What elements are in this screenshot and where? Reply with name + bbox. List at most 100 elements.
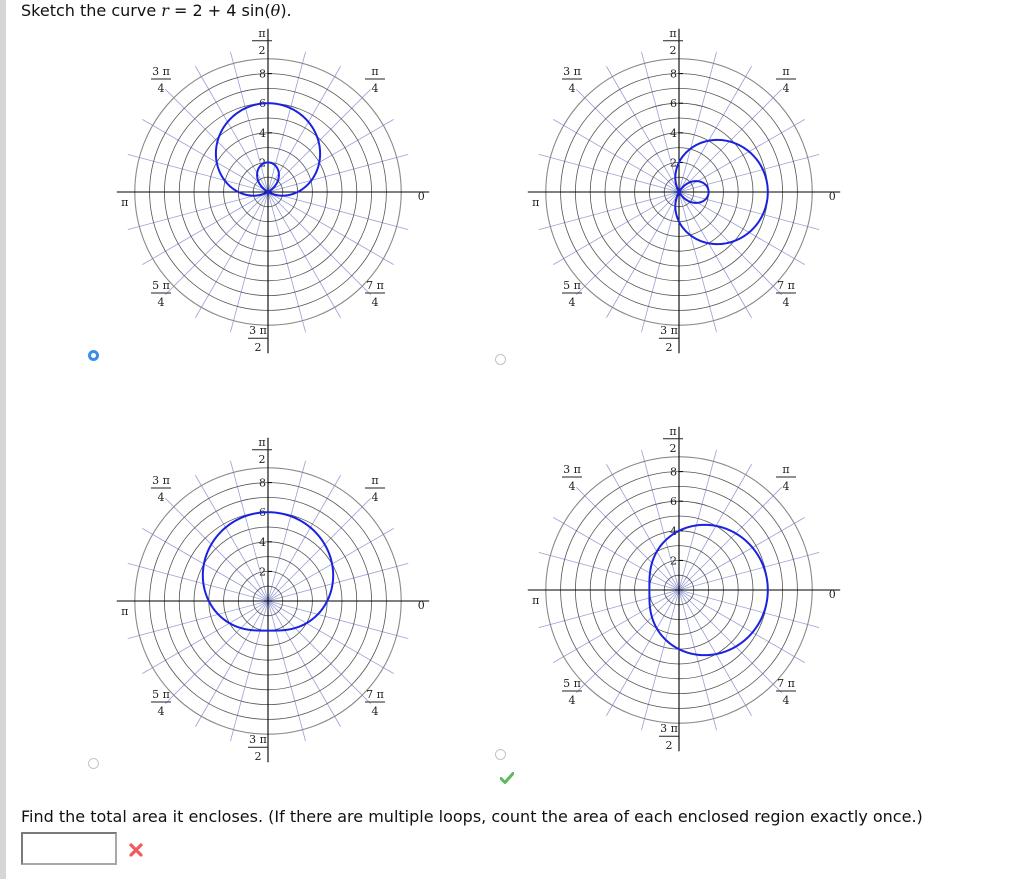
svg-text:3 π: 3 π [249, 733, 267, 746]
angle-label-pi: π [532, 196, 539, 209]
radial-tick-label: 4 [670, 525, 677, 538]
angle-label-zero: 0 [418, 599, 425, 612]
polar-spokes [538, 51, 820, 333]
angle-label-3pi-over-2: 3 π2 [248, 324, 268, 354]
svg-text:3 π: 3 π [563, 463, 581, 476]
angle-label-zero: 0 [829, 588, 836, 601]
angle-label-5pi-over-4: 5 π4 [562, 677, 582, 707]
svg-text:4: 4 [158, 82, 165, 95]
radio-option-a[interactable] [88, 350, 99, 361]
angle-label-3pi-over-2: 3 π2 [248, 733, 268, 763]
angle-label-7pi-over-4: 7 π4 [365, 279, 385, 309]
angle-label-pi-over-4: π4 [776, 463, 796, 493]
svg-text:5 π: 5 π [563, 279, 581, 292]
svg-text:4: 4 [372, 296, 379, 309]
radial-tick-label: 8 [670, 68, 677, 81]
svg-text:4: 4 [783, 82, 790, 95]
radial-tick-label: 4 [670, 127, 677, 140]
svg-text:5 π: 5 π [152, 688, 170, 701]
polar-spokes [127, 460, 409, 742]
svg-text:4: 4 [783, 480, 790, 493]
svg-text:2: 2 [255, 341, 262, 354]
svg-text:4: 4 [158, 296, 165, 309]
svg-text:7 π: 7 π [777, 677, 795, 690]
angle-label-3pi-over-4: 3 π4 [151, 474, 171, 504]
left-margin-rule [0, 0, 6, 879]
angle-label-pi-over-4: π4 [365, 65, 385, 95]
angle-label-3pi-over-2: 3 π2 [659, 722, 679, 752]
polar-curve [214, 102, 322, 197]
radial-tick-label: 8 [670, 466, 677, 479]
svg-text:2: 2 [259, 453, 266, 466]
angle-label-5pi-over-4: 5 π4 [151, 688, 171, 718]
svg-text:π: π [782, 65, 789, 78]
svg-text:7 π: 7 π [366, 279, 384, 292]
radial-tick-label: 4 [259, 127, 266, 140]
svg-text:4: 4 [372, 82, 379, 95]
svg-text:4: 4 [372, 491, 379, 504]
angle-label-7pi-over-4: 7 π4 [776, 677, 796, 707]
x-icon [129, 843, 143, 857]
area-answer-input[interactable] [21, 832, 117, 865]
radial-tick-label: 2 [670, 156, 677, 169]
angle-label-3pi-over-2: 3 π2 [659, 324, 679, 354]
svg-text:4: 4 [783, 296, 790, 309]
radio-option-b[interactable] [495, 354, 506, 365]
svg-text:4: 4 [372, 705, 379, 718]
svg-text:π: π [669, 27, 676, 40]
radial-tick-label: 2 [670, 554, 677, 567]
radial-tick-label: 4 [259, 536, 266, 549]
polar-axes: 2 4 6 8 [527, 426, 841, 752]
svg-text:2: 2 [255, 750, 262, 763]
svg-text:3 π: 3 π [660, 324, 678, 337]
svg-text:2: 2 [259, 44, 266, 57]
radio-option-c[interactable] [88, 758, 99, 769]
angle-label-pi-over-2: π2 [663, 425, 683, 455]
angle-label-zero: 0 [829, 190, 836, 203]
angle-label-3pi-over-4: 3 π4 [151, 65, 171, 95]
svg-text:5 π: 5 π [563, 677, 581, 690]
radial-tick-label: 8 [259, 68, 266, 81]
angle-label-3pi-over-4: 3 π4 [562, 463, 582, 493]
svg-text:7 π: 7 π [777, 279, 795, 292]
polar-curve [648, 523, 769, 657]
svg-text:4: 4 [158, 705, 165, 718]
svg-text:4: 4 [783, 694, 790, 707]
angle-label-pi-over-4: π4 [776, 65, 796, 95]
area-question-text: Find the total area it encloses. (If the… [21, 807, 923, 826]
svg-text:7 π: 7 π [366, 688, 384, 701]
svg-text:4: 4 [569, 480, 576, 493]
polar-curve [201, 511, 335, 632]
svg-text:3 π: 3 π [249, 324, 267, 337]
svg-text:2: 2 [670, 44, 677, 57]
svg-text:3 π: 3 π [660, 722, 678, 735]
svg-text:4: 4 [569, 296, 576, 309]
question-prefix: Sketch the curve [21, 1, 162, 20]
svg-text:5 π: 5 π [152, 279, 170, 292]
angle-label-pi: π [121, 605, 128, 618]
svg-text:2: 2 [666, 341, 673, 354]
svg-text:4: 4 [569, 82, 576, 95]
svg-text:π: π [371, 474, 378, 487]
polar-spokes [538, 449, 820, 731]
svg-text:2: 2 [670, 442, 677, 455]
svg-text:π: π [258, 27, 265, 40]
svg-text:2: 2 [666, 739, 673, 752]
question-text: Sketch the curve r = 2 + 4 sin(θ). [21, 1, 292, 21]
radial-tick-label: 6 [670, 495, 677, 508]
svg-text:π: π [371, 65, 378, 78]
angle-label-pi-over-2: π2 [252, 436, 272, 466]
angle-label-7pi-over-4: 7 π4 [776, 279, 796, 309]
svg-text:π: π [258, 436, 265, 449]
radio-option-d[interactable] [495, 749, 506, 760]
angle-label-5pi-over-4: 5 π4 [151, 279, 171, 309]
svg-text:π: π [669, 425, 676, 438]
radial-tick-label: 8 [259, 477, 266, 490]
radial-tick-label: 2 [259, 565, 266, 578]
check-icon [500, 772, 514, 784]
polar-curve [674, 138, 769, 246]
